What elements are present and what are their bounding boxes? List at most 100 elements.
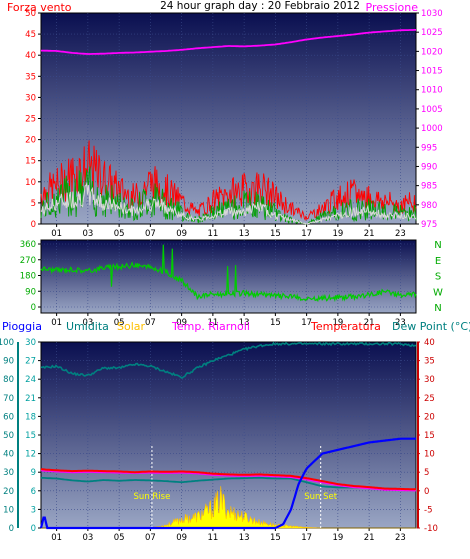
dir-x-tick-label: 11 bbox=[207, 318, 218, 328]
wind-x-tick-label: 07 bbox=[145, 229, 156, 239]
rain-x-tick-label: 19 bbox=[332, 533, 343, 543]
humidity-pct-tick-label: 70 bbox=[3, 394, 14, 404]
dir-y-tick-label: 180 bbox=[20, 272, 36, 282]
wind-y-tick-label: 40 bbox=[25, 51, 36, 61]
dir-y-tick-label: 270 bbox=[20, 256, 36, 266]
dir-compass-label: S bbox=[435, 272, 441, 283]
pressure-y-tick-label: 1025 bbox=[421, 28, 443, 38]
wind-x-tick-label: 09 bbox=[176, 229, 187, 239]
temp-y-tick-label: 40 bbox=[424, 338, 435, 348]
humidity-pct-tick-label: 60 bbox=[3, 412, 14, 422]
dir-x-tick-label: 05 bbox=[114, 318, 125, 328]
dir-compass-label: N bbox=[434, 303, 441, 314]
rain-mm-tick-label: 27 bbox=[25, 357, 36, 367]
rain-x-tick-label: 07 bbox=[145, 533, 156, 543]
dir-compass-label: E bbox=[435, 256, 441, 267]
pressure-y-tick-label: 980 bbox=[421, 201, 437, 211]
dir-compass-label: W bbox=[433, 287, 443, 298]
wind-direction-series-line bbox=[40, 244, 417, 303]
legend-temperatura: Temperatura bbox=[310, 320, 381, 333]
wind-direction-grid bbox=[41, 240, 416, 313]
pressure-series-line bbox=[41, 29, 416, 55]
wind-y-tick-label: 20 bbox=[25, 136, 36, 146]
dir-x-tick-label: 13 bbox=[239, 318, 250, 328]
humidity-pct-tick-label: 80 bbox=[3, 375, 14, 385]
rain-mm-tick-label: 18 bbox=[25, 412, 36, 422]
temp-y-tick-label: 15 bbox=[424, 431, 435, 441]
rain-mm-tick-label: 0 bbox=[31, 524, 36, 534]
dir-x-tick-label: 09 bbox=[176, 318, 187, 328]
wind-x-tick-label: 01 bbox=[51, 229, 62, 239]
pressure-y-tick-label: 1030 bbox=[421, 9, 443, 19]
wind-y-tick-label: 35 bbox=[25, 72, 36, 82]
pressure-y-tick-label: 1010 bbox=[421, 86, 443, 96]
dir-y-tick-label: 90 bbox=[25, 287, 36, 297]
legend-solar: Solar bbox=[117, 320, 146, 333]
legend-umidita: Umidita bbox=[66, 320, 109, 333]
humidity-pct-tick-label: 100 bbox=[0, 338, 14, 348]
legend-temp-riarnoli: Temp. Riarnoli bbox=[171, 320, 250, 333]
temperature-series-line bbox=[40, 468, 416, 491]
pressure-y-tick-label: 1015 bbox=[421, 67, 443, 77]
dir-x-tick-label: 07 bbox=[145, 318, 156, 328]
temp-y-tick-label: 20 bbox=[424, 412, 435, 422]
dir-x-tick-label: 15 bbox=[270, 318, 281, 328]
rain-x-tick-label: 11 bbox=[207, 533, 218, 543]
rain-mm-tick-label: 12 bbox=[25, 450, 36, 460]
rain-x-tick-label: 17 bbox=[301, 533, 312, 543]
wind-axis-title: Forza vento bbox=[7, 1, 72, 14]
wind-y-tick-label: 25 bbox=[25, 115, 36, 125]
wind-y-tick-label: 10 bbox=[25, 178, 36, 188]
wind-x-tick-label: 19 bbox=[332, 229, 343, 239]
rain-x-tick-label: 23 bbox=[395, 533, 406, 543]
wind-y-tick-label: 45 bbox=[25, 30, 36, 40]
rain-mm-tick-label: 3 bbox=[31, 505, 36, 515]
rain-x-tick-label: 01 bbox=[51, 533, 62, 543]
wind-y-tick-label: 0 bbox=[31, 220, 36, 230]
rain-x-tick-label: 15 bbox=[270, 533, 281, 543]
dir-x-tick-label: 03 bbox=[82, 318, 93, 328]
pressure-y-tick-label: 1000 bbox=[421, 124, 443, 134]
temp-riarnoli-series-line bbox=[40, 469, 416, 492]
pressure-axis-title: Pressione bbox=[366, 1, 419, 14]
wind-pressure-grid bbox=[41, 13, 416, 224]
wind-x-tick-label: 17 bbox=[301, 229, 312, 239]
pressure-y-tick-label: 1005 bbox=[421, 105, 443, 115]
wind-instant-series-line bbox=[40, 166, 417, 225]
pressure-y-tick-label: 1020 bbox=[421, 47, 443, 57]
wind-average-series-line bbox=[40, 182, 417, 225]
rain-mm-tick-label: 15 bbox=[25, 431, 36, 441]
rain-temp-series: Sun Rise Sun Set bbox=[39, 341, 417, 530]
legend-pioggia: Pioggia bbox=[2, 320, 42, 333]
dir-compass-label: N bbox=[434, 240, 441, 251]
pressure-y-tick-label: 985 bbox=[421, 182, 437, 192]
temp-y-tick-label: 10 bbox=[424, 450, 435, 460]
rain-x-tick-label: 09 bbox=[176, 533, 187, 543]
wind-pressure-ticks: 0510152025303540455097598098599099510001… bbox=[25, 9, 442, 239]
wind-x-tick-label: 23 bbox=[395, 229, 406, 239]
rain-mm-tick-label: 30 bbox=[25, 338, 36, 348]
wind-pressure-series bbox=[40, 29, 417, 225]
temp-y-tick-label: 35 bbox=[424, 357, 435, 367]
wind-x-tick-label: 21 bbox=[364, 229, 375, 239]
dir-x-tick-label: 21 bbox=[364, 318, 375, 328]
humidity-series-line bbox=[41, 341, 416, 379]
temp-y-tick-label: -5 bbox=[424, 505, 432, 515]
pressure-y-tick-label: 995 bbox=[421, 143, 437, 153]
rain-mm-tick-label: 9 bbox=[31, 468, 36, 478]
wind-x-tick-label: 11 bbox=[207, 229, 218, 239]
panel3-legend: Pioggia Umidita Solar Temp. Riarnoli Tem… bbox=[2, 320, 470, 333]
wind-y-tick-label: 5 bbox=[31, 199, 36, 209]
rain-mm-tick-label: 6 bbox=[31, 487, 36, 497]
legend-dew-point: Dew Point (°C) bbox=[392, 320, 470, 333]
rain-x-tick-label: 13 bbox=[239, 533, 250, 543]
rain-x-tick-label: 05 bbox=[114, 533, 125, 543]
dir-x-tick-label: 01 bbox=[51, 318, 62, 328]
gust-series-line bbox=[40, 140, 417, 222]
wind-x-tick-label: 13 bbox=[239, 229, 250, 239]
rain-x-tick-label: 03 bbox=[82, 533, 93, 543]
temp-y-tick-label: 5 bbox=[424, 468, 429, 478]
dir-x-tick-label: 23 bbox=[395, 318, 406, 328]
humidity-pct-tick-label: 20 bbox=[3, 487, 14, 497]
rain-mm-tick-label: 21 bbox=[25, 394, 36, 404]
